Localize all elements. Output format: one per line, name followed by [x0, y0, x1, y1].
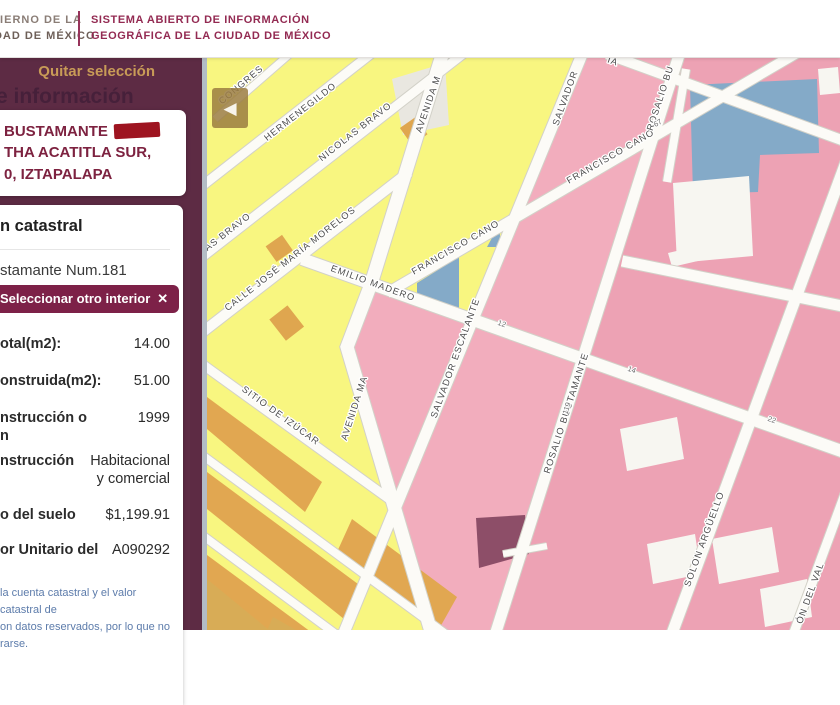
divider: [0, 249, 170, 250]
parcel-orange-strip: [207, 472, 362, 619]
parcel-white: [668, 239, 732, 267]
parcel-white: [673, 176, 753, 263]
field-row-construction-use: nstrucción Habitacional y comercial: [0, 452, 170, 487]
header-divider: [78, 11, 80, 46]
parcel-zone-pink-east: [495, 52, 840, 635]
field-row-unit-value-key: or Unitario del A090292: [0, 541, 170, 558]
field-row-surface-built: onstruida(m2): 51.00: [0, 373, 170, 390]
field-row-surface-total: otal(m2): 14.00: [0, 336, 170, 352]
panel-title: e información: [0, 85, 134, 108]
parcel-white: [818, 67, 840, 95]
address-line-1: BUSTAMANTE: [4, 121, 176, 142]
close-icon[interactable]: ✕: [157, 291, 169, 306]
clear-selection-button[interactable]: Quitar selección: [38, 63, 155, 80]
address-card: BUSTAMANTE THA ACATITLA SUR, 0, IZTAPALA…: [0, 110, 186, 196]
parcel-gold: [207, 579, 269, 635]
chevron-left-icon: ◀: [223, 98, 237, 118]
parcel-white: [647, 534, 701, 584]
section-title: n catastral: [0, 217, 83, 235]
panel-scrollbar[interactable]: [202, 57, 207, 630]
app-title: SISTEMA ABIERTO DE INFORMACIÓN GEOGRÁFIC…: [91, 14, 332, 42]
redacted-number: [113, 121, 161, 140]
top-header: GOBIERNO DE LA CIUDAD DE MÉXICO SISTEMA …: [0, 0, 840, 58]
building-orange: [269, 305, 305, 341]
address-line-2: THA ACATITLA SUR,: [4, 144, 152, 162]
map-svg[interactable]: CONGRES HERMENEGILDO NICOLAS BRAVO LAS B…: [178, 35, 840, 650]
select-other-interior-button[interactable]: Seleccionar otro interior ✕: [0, 285, 180, 313]
field-row-land-value: o del suelo $1,199.91: [0, 506, 170, 523]
info-panel: Quitar selección e información BUSTAMANT…: [0, 57, 202, 705]
parcel-white: [712, 527, 779, 584]
interior-label: stamante Num.181: [0, 262, 127, 279]
reserved-data-footnote: la cuenta catastral y el valor catastral…: [0, 587, 171, 651]
parcel-white: [620, 417, 684, 471]
collapse-panel-button[interactable]: ◀: [212, 88, 248, 128]
streets: [178, 36, 840, 649]
cadastral-card: n catastral stamante Num.181 Seleccionar…: [0, 205, 183, 705]
parcel-zone-yellow: [202, 52, 583, 501]
parcel-orange-strip: [207, 555, 315, 635]
map-canvas[interactable]: CONGRES HERMENEGILDO NICOLAS BRAVO LAS B…: [178, 35, 840, 650]
government-logo-text: GOBIERNO DE LA CIUDAD DE MÉXICO: [0, 14, 96, 42]
parcel-blue-large: [690, 79, 819, 194]
address-line-3: 0, IZTAPALAPA: [4, 165, 113, 183]
parcel-orange-strip: [207, 397, 322, 512]
building-orange: [265, 234, 293, 262]
